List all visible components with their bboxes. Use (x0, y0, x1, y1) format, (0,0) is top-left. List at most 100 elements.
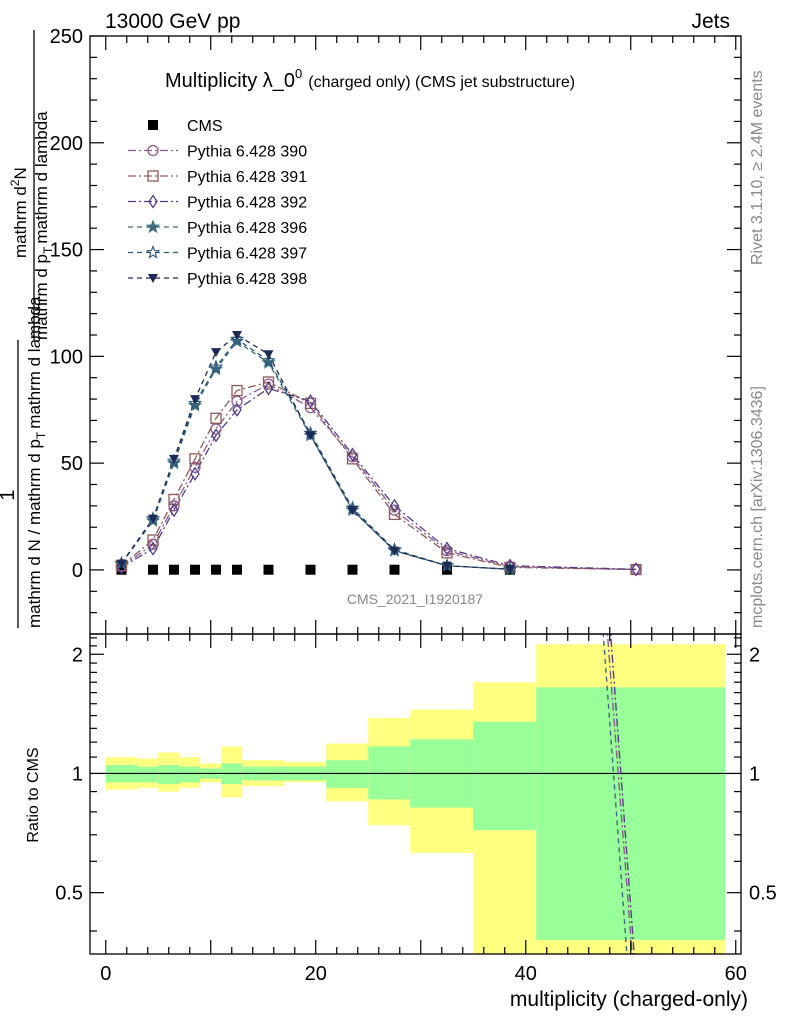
series-6-point (148, 514, 158, 524)
ylabel-denominator-tail: mathrm d lambda (25, 296, 44, 429)
series-2-point (231, 384, 243, 397)
svg-text:Multiplicity λ_00(charged only: Multiplicity λ_00 (charged only) (CMS jet… (165, 66, 575, 92)
rivet-label: Rivet 3.1.10, ≥ 2.4M events (749, 70, 766, 265)
ratio-line-1 (609, 634, 635, 954)
main-ytick-label: 150 (50, 240, 83, 262)
series-line-6 (120, 334, 511, 570)
legend-label-0: CMS (187, 118, 223, 135)
legend-marker-4 (145, 219, 161, 234)
series-3-point (148, 541, 158, 556)
series-5-point (208, 359, 224, 374)
series-2-point (388, 508, 401, 521)
series-0-point (211, 564, 221, 575)
ylabel-denominator2-sub: T (41, 246, 55, 254)
series-1-point (231, 395, 243, 407)
series-6-point (347, 506, 358, 516)
ratio-frame (89, 633, 742, 955)
series-1-point (189, 461, 201, 474)
ratio-xtick-label: 0 (100, 963, 111, 985)
svg-text:mathrm d pTmathrm d lambda: mathrm d pTmathrm d lambda (32, 111, 55, 340)
series-0-point (305, 564, 316, 575)
main-title-subtitle: (charged only) (CMS jet substructure) (308, 74, 575, 91)
svg-text:mathrm d2N: mathrm d2N (8, 167, 30, 258)
ratio-xtick-label: 60 (725, 963, 747, 985)
series-5-point (229, 331, 245, 346)
series-6-point (116, 559, 127, 569)
legend-label-1: Pythia 6.428 390 (187, 144, 307, 161)
main-title: Multiplicity λ_00 (charged only) (CMS jet… (165, 66, 575, 92)
ratio-xlabel: multiplicity (charged-only) (510, 988, 748, 1011)
ratio-xtick-label: 40 (515, 963, 537, 985)
series-6-point (442, 561, 452, 571)
ratio-ytick-label-right: 2 (749, 644, 760, 666)
series-2-point (189, 453, 201, 465)
legend-label-3: Pythia 6.428 392 (187, 195, 307, 212)
ratio-stat-band-11 (473, 721, 537, 830)
legend-marker-5 (145, 244, 161, 259)
series-3-point (169, 502, 179, 518)
ratio-line-2 (602, 634, 628, 954)
ylabel-denominator: mathrm d N / mathrm d p (25, 439, 44, 628)
series-2-point (346, 453, 359, 465)
main-ytick-label: 200 (50, 133, 83, 155)
series-6-point (389, 546, 400, 556)
series-line-1 (121, 383, 637, 571)
series-4-point (208, 361, 224, 376)
header-left: 13000 GeV pp (105, 10, 240, 33)
series-2-point (147, 534, 159, 546)
ylabel-numerator: 1 (0, 489, 19, 500)
series-0-point (263, 564, 274, 575)
series-0-point (190, 564, 200, 575)
legend: CMS Pythia 6.428 390 Pythia 6.428 391 Pythi… (128, 118, 307, 288)
legend-label-6: Pythia 6.428 398 (187, 271, 307, 288)
series-3-point (305, 394, 316, 409)
ratio-stat-band-3 (179, 766, 201, 783)
ratio-plot: 0.5 0.51 12 20 20 40 60 (55, 633, 777, 985)
series-3-point (389, 498, 400, 514)
series-1-point (210, 423, 222, 435)
series-2-point (262, 376, 275, 388)
mcplots-label: mcplots.cern.ch [arXiv:1306.3436] (749, 386, 766, 628)
series-0-point (232, 564, 242, 575)
main-ytick-label: 50 (61, 453, 83, 475)
ylabel-numerator2: mathrm d (11, 186, 30, 258)
ratio-ytick-label: 1 (72, 763, 83, 785)
ylabel-numerator2-tail: N (11, 167, 30, 179)
series-6-point (505, 565, 515, 575)
ratio-ytick-label: 2 (72, 644, 83, 666)
ratio-xtick-label: 20 (305, 963, 327, 985)
series-3-point (190, 466, 200, 481)
main-watermark: CMS_2021_I1920187 (347, 591, 483, 607)
series-0-point (148, 564, 158, 575)
series-6-point (190, 395, 200, 405)
legend-marker-0 (148, 120, 158, 130)
ylabel-numerator2-sup: 2 (8, 179, 22, 186)
ylabel-denominator-sub: T (34, 431, 48, 439)
main-ytick-label: 250 (50, 26, 83, 48)
series-4-point (187, 397, 203, 412)
ratio-stat-band-2 (158, 765, 180, 785)
ratio-line-0 (606, 634, 633, 954)
legend-label-2: Pythia 6.428 391 (187, 169, 307, 186)
main-ytick-label: 100 (50, 346, 83, 368)
series-6-point (211, 348, 221, 358)
ratio-stat-band-1 (137, 766, 159, 783)
legend-marker-6 (148, 274, 158, 283)
series-3-point (442, 541, 452, 556)
series-5-point (187, 395, 203, 410)
main-ylabel: 1 mathrm d N / mathrm d pTmathrm d lambd… (0, 30, 55, 628)
legend-label-5: Pythia 6.428 397 (187, 246, 307, 263)
series-0-point (116, 564, 127, 575)
series-6-point (263, 350, 274, 360)
series-3-point (232, 402, 242, 417)
series-1-point (168, 500, 180, 512)
legend-marker-3 (148, 194, 158, 209)
series-line-3 (121, 387, 637, 570)
ratio-ylabel: Ratio to CMS (25, 747, 42, 842)
main-title-sup: 0 (295, 66, 302, 81)
series-2-point (441, 547, 453, 559)
series-2-point (210, 412, 222, 424)
series-0-point (347, 564, 358, 575)
ylabel-denominator2-tail: mathrm d lambda (32, 111, 51, 244)
